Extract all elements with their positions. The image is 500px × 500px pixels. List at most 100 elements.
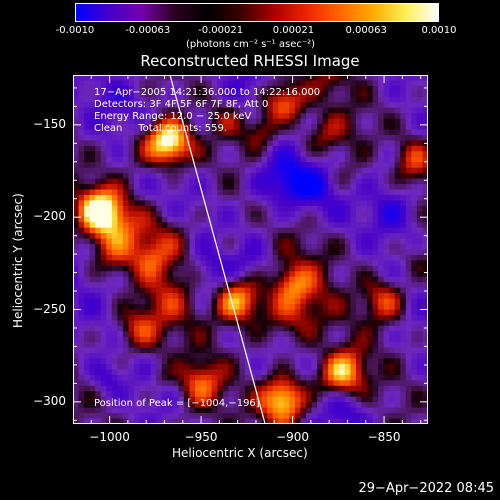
heatmap-cell <box>122 396 130 403</box>
heatmap-cell <box>84 211 91 218</box>
heatmap-cell <box>145 342 152 349</box>
heatmap-cell <box>211 358 218 365</box>
heatmap-cell <box>134 396 141 403</box>
heatmap-cell <box>106 276 113 283</box>
heatmap-cell <box>294 369 302 376</box>
heatmap-cell <box>389 113 396 120</box>
heatmap-cell <box>283 91 290 98</box>
heatmap-cell <box>106 358 113 365</box>
heatmap-cell <box>366 80 374 87</box>
heatmap-cell <box>256 336 263 343</box>
heatmap-cell <box>261 309 268 316</box>
heatmap-cell <box>100 298 107 305</box>
heatmap-cell <box>233 96 241 103</box>
heatmap-cell <box>161 178 168 185</box>
heatmap-cell <box>183 347 191 354</box>
heatmap-cell <box>167 227 174 234</box>
heatmap-cell <box>305 173 313 180</box>
heatmap-cell <box>328 91 335 98</box>
heatmap-cell <box>400 178 407 185</box>
heatmap-cell <box>167 167 174 174</box>
heatmap-cell <box>89 238 96 245</box>
heatmap-cell <box>289 336 296 343</box>
heatmap-cell <box>267 265 274 272</box>
heatmap-cell <box>344 407 351 414</box>
heatmap-cell <box>172 96 179 103</box>
heatmap-cell <box>272 320 279 327</box>
heatmap-cell <box>111 129 118 136</box>
heatmap-cell <box>383 96 390 103</box>
heatmap-cell <box>161 102 168 109</box>
heatmap-cell <box>344 205 351 212</box>
heatmap-cell <box>189 287 196 294</box>
heatmap-cell <box>322 364 329 371</box>
heatmap-cell <box>117 353 124 360</box>
heatmap-cell <box>111 249 118 256</box>
heatmap-cell <box>183 385 191 392</box>
heatmap-cell <box>411 102 418 109</box>
heatmap-cell <box>339 167 346 174</box>
heatmap-cell <box>355 369 363 376</box>
heatmap-cell <box>328 162 335 169</box>
heatmap-cell <box>294 205 302 212</box>
heatmap-cell <box>172 216 179 223</box>
heatmap-cell <box>411 216 418 223</box>
heatmap-cell <box>167 314 174 321</box>
heatmap-cell <box>405 276 412 283</box>
heatmap-cell <box>217 244 224 251</box>
heatmap-cell <box>78 216 85 223</box>
heatmap-cell <box>378 85 385 92</box>
heatmap-cell <box>233 374 241 381</box>
heatmap-cell <box>134 402 141 409</box>
heatmap-cell <box>372 189 379 196</box>
heatmap-cell <box>328 184 335 191</box>
heatmap-cell <box>183 102 191 109</box>
heatmap-cell <box>172 407 179 414</box>
heatmap-cell <box>139 396 146 403</box>
heatmap-cell <box>383 282 390 289</box>
heatmap-cell <box>206 96 213 103</box>
heatmap-cell <box>389 282 396 289</box>
heatmap-cell <box>244 211 252 218</box>
heatmap-cell <box>294 222 302 229</box>
heatmap-cell <box>206 353 213 360</box>
heatmap-cell <box>361 216 368 223</box>
heatmap-cell <box>405 145 412 152</box>
heatmap-cell <box>350 124 357 131</box>
heatmap-cell <box>278 304 285 311</box>
heatmap-cell <box>405 336 412 343</box>
heatmap-cell <box>317 287 324 294</box>
heatmap-cell <box>422 276 428 283</box>
heatmap-cell <box>100 364 107 371</box>
heatmap-cell <box>294 216 302 223</box>
heatmap-cell <box>172 249 179 256</box>
heatmap-cell <box>278 254 285 261</box>
heatmap-cell <box>256 320 263 327</box>
heatmap-cell <box>217 200 224 207</box>
heatmap-cell <box>161 304 168 311</box>
heatmap-cell <box>405 369 412 376</box>
heatmap-cell <box>333 260 340 267</box>
heatmap-cell <box>89 358 96 365</box>
heatmap-cell <box>400 418 407 424</box>
heatmap-cell <box>394 184 401 191</box>
heatmap-cell <box>344 145 351 152</box>
heatmap-cell <box>178 276 185 283</box>
heatmap-cell <box>139 113 146 120</box>
heatmap-cell <box>317 276 324 283</box>
heatmap-cell <box>239 254 246 261</box>
heatmap-cell <box>416 167 424 174</box>
heatmap-cell <box>200 140 207 147</box>
heatmap-cell <box>344 314 351 321</box>
heatmap-cell <box>389 331 396 338</box>
heatmap-cell <box>267 331 274 338</box>
heatmap-cell <box>294 309 302 316</box>
heatmap-cell <box>167 124 174 131</box>
heatmap-cell <box>95 293 102 300</box>
heatmap-cell <box>206 85 213 92</box>
heatmap-cell <box>117 265 124 272</box>
heatmap-cell <box>200 118 207 125</box>
heatmap-cell <box>300 184 307 191</box>
heatmap-cell <box>156 216 163 223</box>
heatmap-cell <box>366 113 374 120</box>
